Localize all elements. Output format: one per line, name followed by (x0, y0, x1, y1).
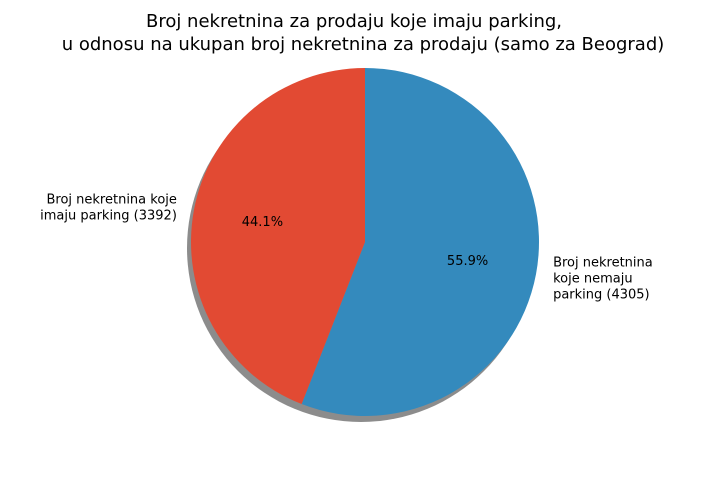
chart-title-line-2: u odnosu na ukupan broj nekretnina za pr… (62, 34, 665, 55)
pie-slice-label-1-line-2: koje nemaju (553, 271, 632, 286)
chart-title-line-1: Broj nekretnina za prodaju koje imaju pa… (146, 11, 562, 32)
pie-slice-label-1-line-1: Broj nekretnina (553, 255, 653, 270)
pie-slices (190, 68, 539, 416)
pie-slice-label-2: Broj nekretnina koje imaju parking (3392) (40, 193, 177, 224)
chart-title: Broj nekretnina za prodaju koje imaju pa… (62, 11, 665, 55)
pie-slice-1 (301, 68, 539, 416)
pie-slice-label-2-line-1: Broj nekretnina koje (46, 193, 176, 208)
pie-percent-label-2: 44.1% (242, 215, 283, 230)
pie-slice-2 (190, 68, 365, 405)
pie-slice-label-1: Broj nekretnina koje nemaju parking (4305) (553, 255, 653, 302)
pie-slice-labels: Broj nekretnina koje nemaju parking (4305)… (40, 193, 653, 303)
pie-percent-labels: 55.9% 44.1% (242, 215, 488, 269)
pie-slice-label-1-line-3: parking (4305) (553, 287, 650, 302)
pie-slice-label-2-line-2: imaju parking (3392) (40, 209, 177, 224)
pie-percent-label-1: 55.9% (447, 254, 488, 269)
